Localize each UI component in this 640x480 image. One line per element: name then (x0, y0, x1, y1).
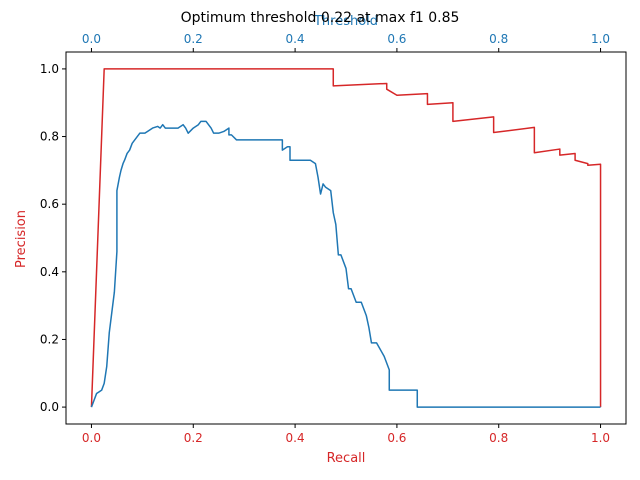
x-tick-label: 0.4 (286, 431, 305, 445)
plot-frame (65, 51, 627, 425)
y-tick-label: 0.8 (40, 130, 59, 144)
x-tick-label: 0.8 (489, 431, 508, 445)
x-axis-label: Recall (327, 451, 366, 466)
threshold-series-line (90, 120, 601, 408)
x2-tick-label: 0.0 (82, 32, 101, 46)
x2-tick-label: 1.0 (591, 32, 610, 46)
y-axis-label: Precision (14, 210, 29, 268)
y-tick-label: 0.0 (40, 400, 59, 414)
chart-title: Optimum threshold 0.22 at max f1 0.85 (181, 10, 460, 26)
y-tick-label: 0.4 (40, 265, 59, 279)
y-tick-label: 1.0 (40, 62, 59, 76)
axis-layer: 0.0 0.2 0.4 0.6 0.8 1.0 0.0 0.2 0.4 0.6 0.8 1.0 0.0 0… (40, 32, 610, 445)
x2-tick-label: 0.6 (387, 32, 406, 46)
x2-tick-label: 0.4 (286, 32, 305, 46)
x-tick-label: 1.0 (591, 431, 610, 445)
x2-tick-label: 0.2 (184, 32, 203, 46)
precision-recall-series-line (90, 68, 602, 408)
x-tick-label: 0.0 (82, 431, 101, 445)
x2-axis-label: Threshold (313, 14, 378, 29)
x-tick-label: 0.2 (184, 431, 203, 445)
x-tick-label: 0.6 (387, 431, 406, 445)
series-layer (90, 68, 602, 408)
x2-tick-label: 0.8 (489, 32, 508, 46)
y-tick-label: 0.2 (40, 332, 59, 346)
y-tick-label: 0.6 (40, 197, 59, 211)
